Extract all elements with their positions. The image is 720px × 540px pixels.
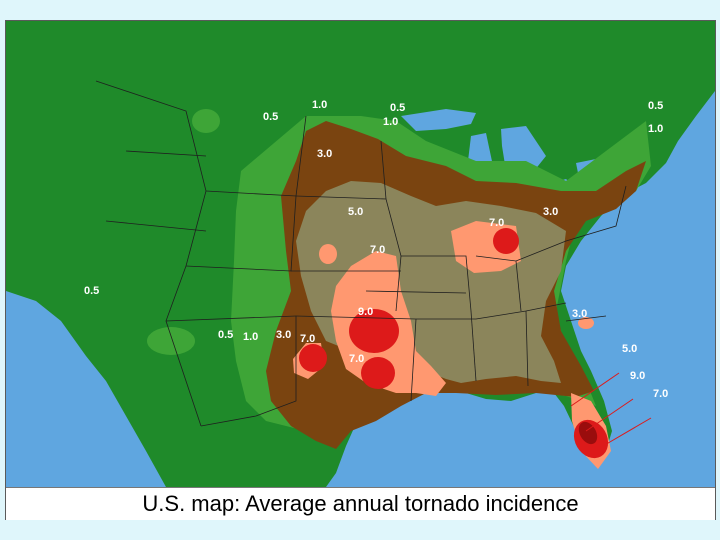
value-label: 7.0 [489,217,504,229]
value-label: 7.0 [653,388,668,400]
map-caption: U.S. map: Average annual tornado inciden… [6,487,715,520]
value-label: 3.0 [317,148,332,160]
value-label: 9.0 [358,306,373,318]
value-label: 9.0 [630,370,645,382]
value-label: 0.5 [390,102,405,114]
tornado-incidence-map: 1.0 0.5 0.5 1.0 0.5 1.0 3.0 5.0 7.0 3.0 … [6,21,715,487]
value-label: 7.0 [370,244,385,256]
value-label: 0.5 [218,329,233,341]
value-label: 1.0 [383,116,398,128]
value-label: 3.0 [543,206,558,218]
value-label: 0.5 [263,111,278,123]
value-label: 0.5 [648,100,663,112]
lake-superior [401,109,476,131]
value-label: 5.0 [348,206,363,218]
map-frame: 1.0 0.5 0.5 1.0 0.5 1.0 3.0 5.0 7.0 3.0 … [5,20,716,520]
value-label: 3.0 [572,308,587,320]
value-label: 1.0 [648,123,663,135]
state-boundaries [95,80,627,427]
value-labels: 1.0 0.5 0.5 1.0 0.5 1.0 3.0 5.0 7.0 3.0 … [84,99,668,400]
value-label: 0.5 [84,285,99,297]
value-label: 7.0 [300,333,315,345]
value-label: 3.0 [276,329,291,341]
value-label: 5.0 [622,343,637,355]
value-label: 1.0 [312,99,327,111]
florida-callout-lines [570,372,652,447]
value-label: 7.0 [349,353,364,365]
zone-9.0-core [578,421,598,445]
value-label: 1.0 [243,331,258,343]
